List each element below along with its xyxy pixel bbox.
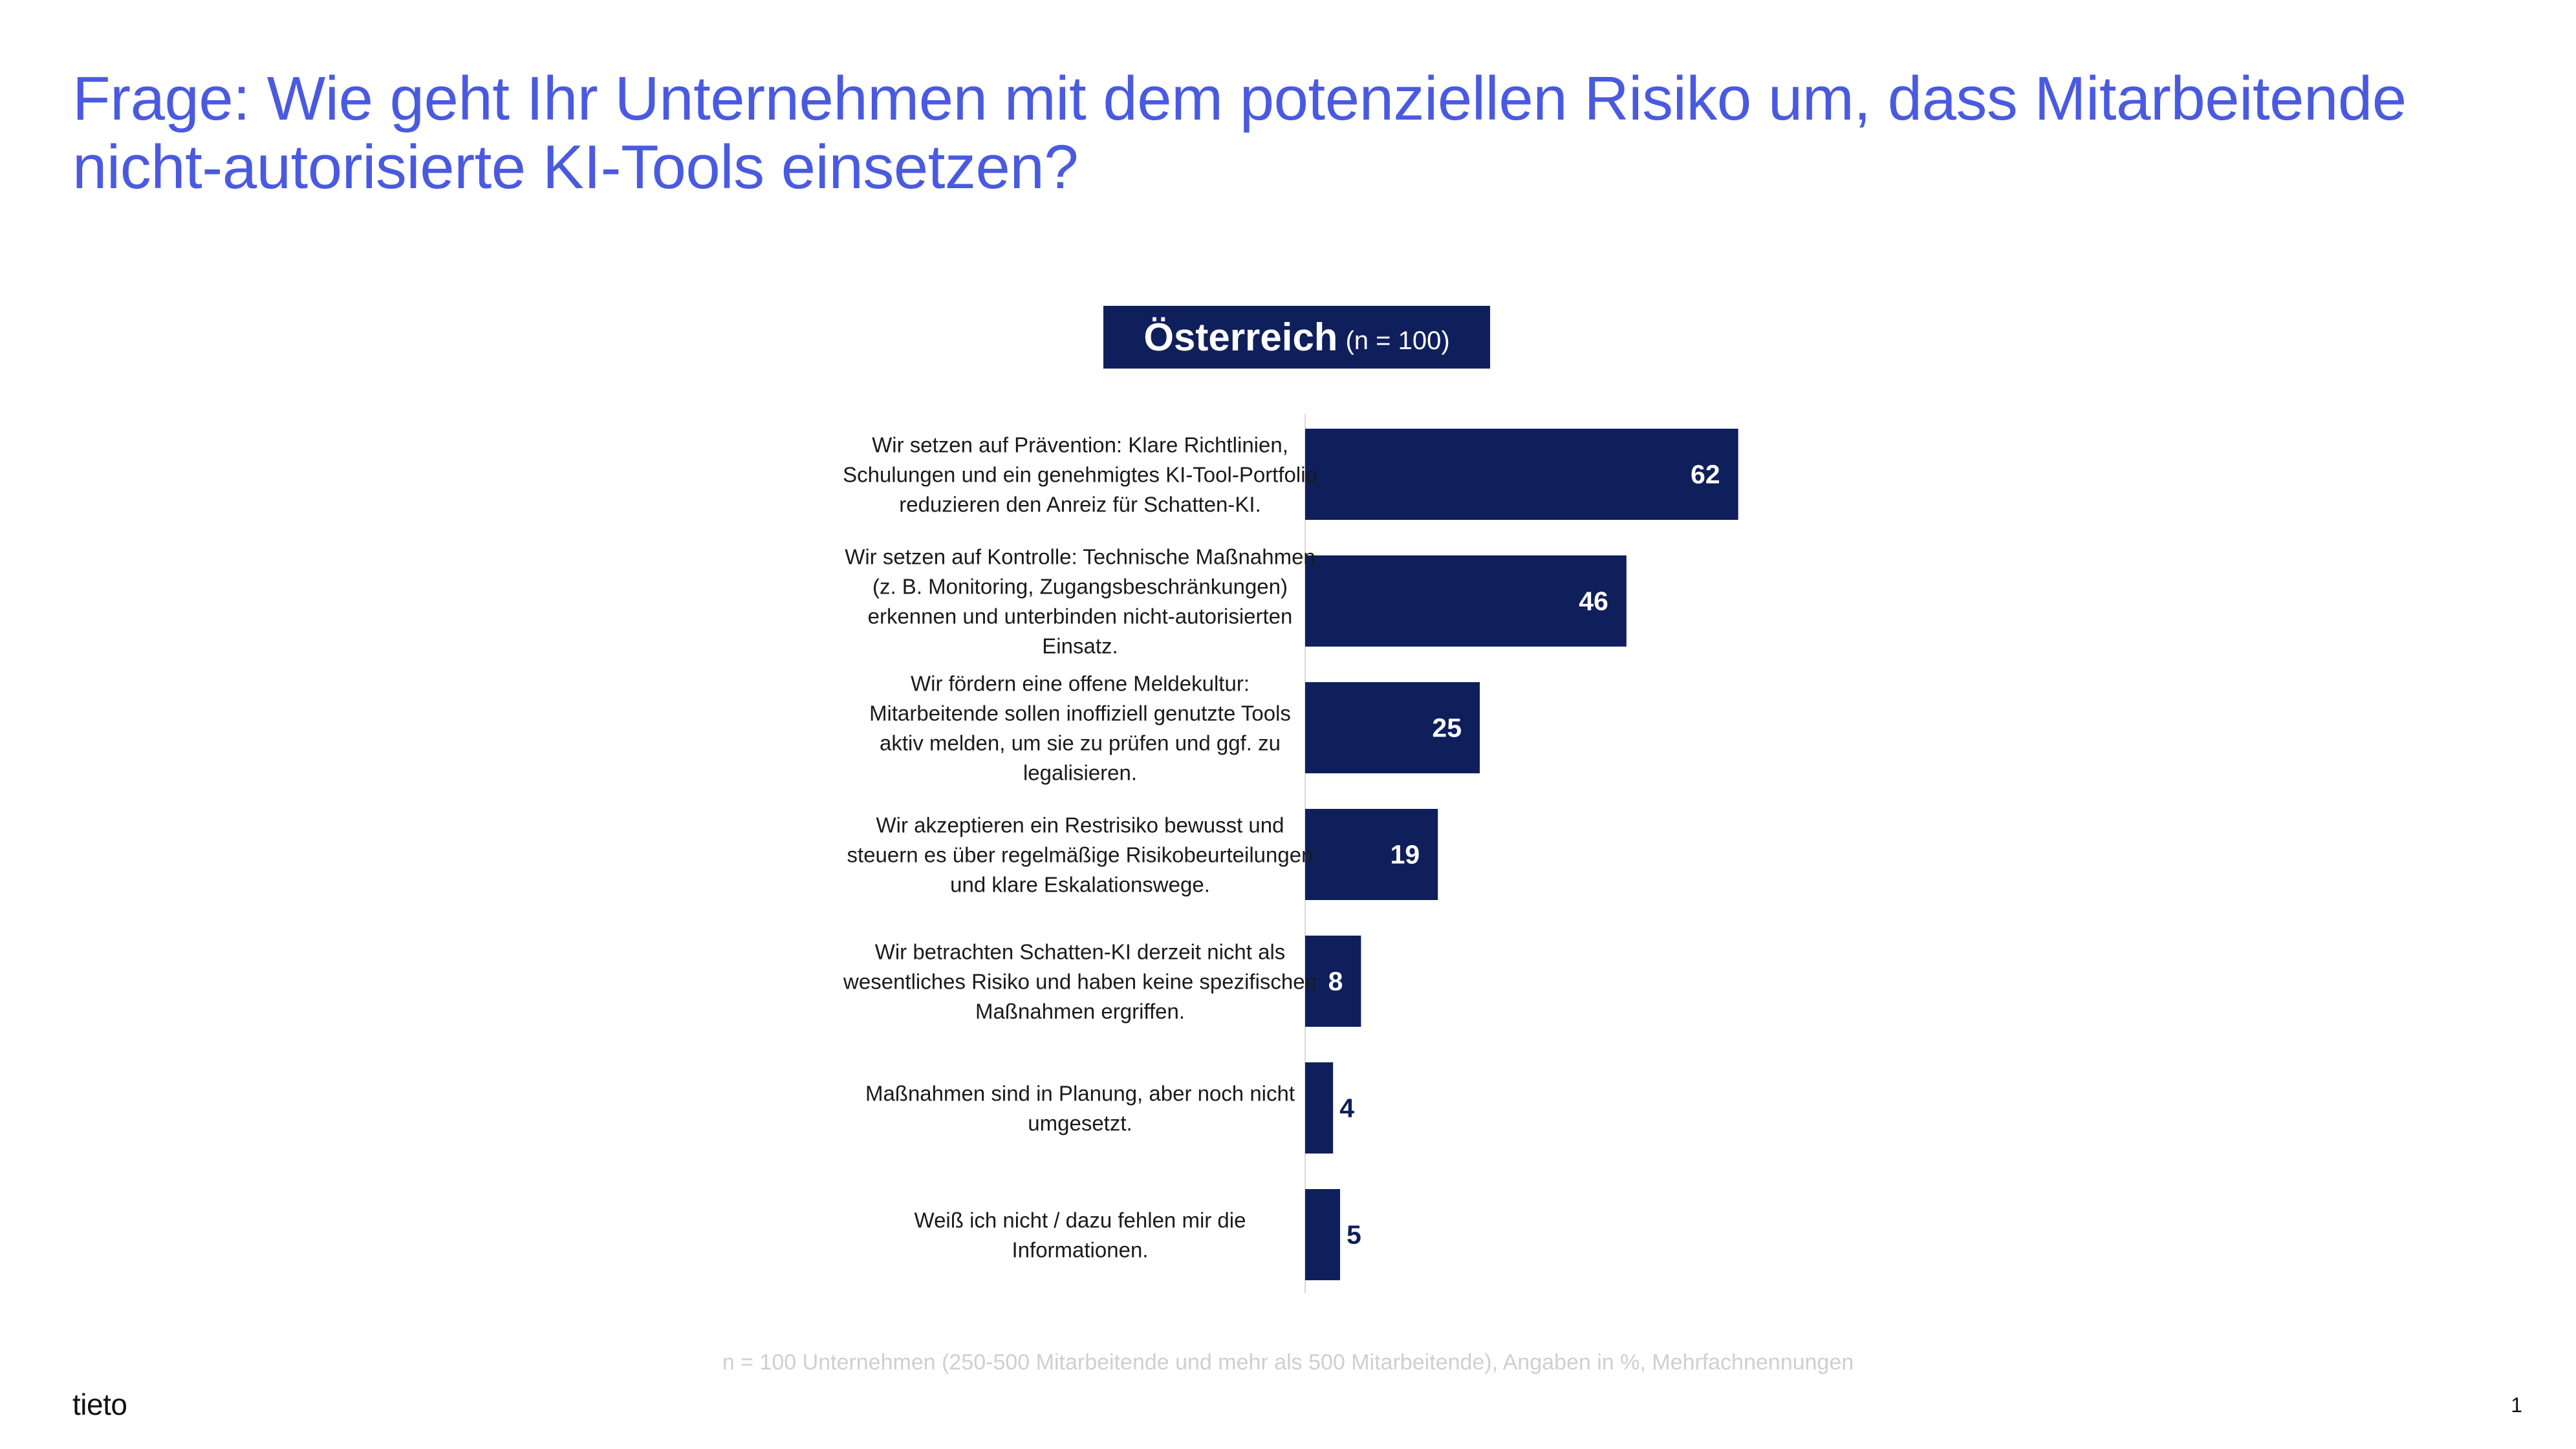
category-label: Maßnahmen sind in Planung, aber noch nic… bbox=[865, 1081, 1295, 1135]
bar bbox=[1305, 1189, 1340, 1280]
data-label: 5 bbox=[1347, 1220, 1361, 1250]
category-label: Wir fördern eine offene Meldekultur: Mita… bbox=[869, 671, 1291, 784]
data-label: 62 bbox=[1691, 460, 1720, 489]
data-label: 8 bbox=[1328, 967, 1343, 996]
bar bbox=[1305, 682, 1480, 773]
category-label: Wir setzen auf Kontrolle: Technische Maß… bbox=[845, 544, 1315, 658]
country-badge: Österreich (n = 100) bbox=[1103, 306, 1490, 369]
bar bbox=[1305, 429, 1738, 520]
sample-size: (n = 100) bbox=[1345, 327, 1450, 355]
country-name: Österreich bbox=[1143, 316, 1338, 359]
category-label: Wir akzeptieren ein Restrisiko bewusst u… bbox=[847, 813, 1314, 896]
category-label: Wir setzen auf Prävention: Klare Richtli… bbox=[843, 433, 1317, 516]
page-number: 1 bbox=[2511, 1393, 2522, 1417]
data-label: 46 bbox=[1579, 586, 1608, 616]
tieto-logo: tieto bbox=[72, 1388, 127, 1421]
category-label: Weiß ich nicht / dazu fehlen mir die Info… bbox=[915, 1208, 1246, 1261]
slide-title: Frage: Wie geht Ihr Unternehmen mit dem … bbox=[72, 64, 2407, 202]
bar bbox=[1305, 1062, 1334, 1154]
bar bbox=[1305, 936, 1361, 1027]
category-label: Wir betrachten Schatten-KI derzeit nicht… bbox=[843, 939, 1317, 1023]
data-label: 4 bbox=[1339, 1093, 1354, 1123]
bar bbox=[1305, 809, 1438, 900]
bar bbox=[1305, 555, 1627, 647]
data-label: 19 bbox=[1391, 840, 1420, 870]
data-label: 25 bbox=[1432, 713, 1462, 743]
footnote: n = 100 Unternehmen (250-500 Mitarbeiten… bbox=[722, 1350, 1854, 1375]
